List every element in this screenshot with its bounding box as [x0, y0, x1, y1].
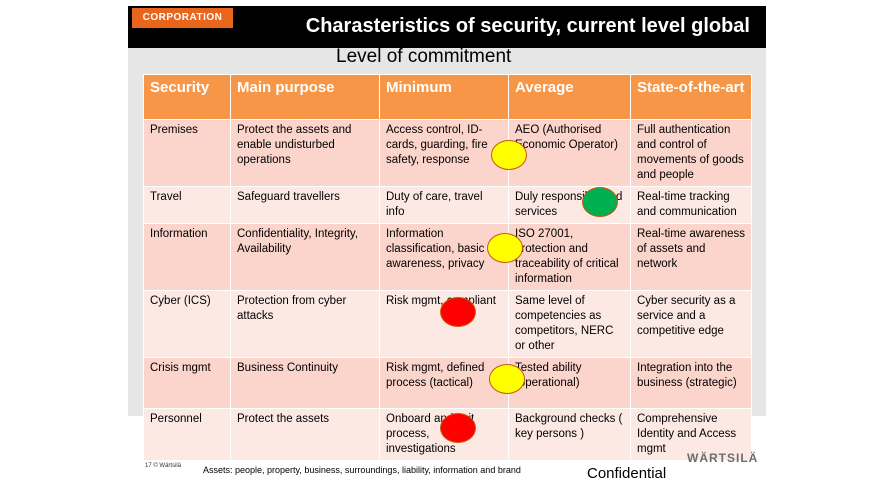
- cell-state-of-the-art: Real-time awareness of assets and networ…: [630, 223, 752, 291]
- wartsila-logo: WÄRTSILÄ: [687, 451, 759, 465]
- cell-minimum: Access control, ID-cards, guarding, fire…: [379, 119, 509, 187]
- level-indicator-crisis: [489, 364, 525, 394]
- cell-security: Premises: [143, 119, 231, 187]
- table-row: Cyber (ICS) Protection from cyber attack…: [143, 290, 752, 358]
- header-average: Average: [508, 74, 631, 120]
- cell-average: AEO (Authorised Economic Operator): [508, 119, 631, 187]
- header-state-of-the-art: State-of-the-art: [630, 74, 752, 120]
- title-bar: CORPORATION Charasteristics of security,…: [128, 6, 766, 48]
- brand-badge: CORPORATION: [132, 8, 233, 28]
- page-number: 17 © Wärtsilä: [145, 463, 182, 469]
- cell-purpose: Safeguard travellers: [230, 186, 380, 224]
- header-minimum: Minimum: [379, 74, 509, 120]
- table-row: Travel Safeguard travellers Duty of care…: [143, 186, 752, 224]
- cell-average: ISO 27001, protection and traceability o…: [508, 223, 631, 291]
- level-indicator-information: [487, 233, 523, 263]
- cell-minimum: Risk mgmt, defined process (tactical): [379, 357, 509, 409]
- slide-subtitle: Level of commitment: [336, 46, 512, 67]
- header-main-purpose: Main purpose: [230, 74, 380, 120]
- cell-minimum: Duty of care, travel info: [379, 186, 509, 224]
- table-row: Premises Protect the assets and enable u…: [143, 119, 752, 187]
- slide-title: Charasteristics of security, current lev…: [305, 15, 750, 37]
- footnote: Assets: people, property, business, surr…: [203, 465, 521, 475]
- security-table: Security Main purpose Minimum Average St…: [143, 74, 752, 461]
- cell-security: Information: [143, 223, 231, 291]
- cell-purpose: Protection from cyber attacks: [230, 290, 380, 358]
- cell-purpose: Protect the assets and enable undisturbe…: [230, 119, 380, 187]
- header-security: Security: [143, 74, 231, 120]
- cell-purpose: Protect the assets: [230, 408, 380, 461]
- level-indicator-travel: [582, 187, 618, 217]
- level-indicator-cyber: [440, 297, 476, 327]
- cell-purpose: Business Continuity: [230, 357, 380, 409]
- cell-minimum: Risk mgmt, compliant: [379, 290, 509, 358]
- table-row: Information Confidentiality, Integrity, …: [143, 223, 752, 291]
- cell-purpose: Confidentiality, Integrity, Availability: [230, 223, 380, 291]
- cell-state-of-the-art: Comprehensive Identity and Access mgmt: [630, 408, 752, 461]
- confidential-label: Confidential: [587, 465, 667, 482]
- cell-state-of-the-art: Real-time tracking and communication: [630, 186, 752, 224]
- cell-average: Same level of competencies as competitor…: [508, 290, 631, 358]
- cell-security: Crisis mgmt: [143, 357, 231, 409]
- cell-average: Tested ability (operational): [508, 357, 631, 409]
- level-indicator-personnel: [440, 413, 476, 443]
- cell-average: Background checks ( key persons ): [508, 408, 631, 461]
- cell-minimum: Information classification, basic awaren…: [379, 223, 509, 291]
- table-header-row: Security Main purpose Minimum Average St…: [143, 74, 752, 120]
- cell-security: Travel: [143, 186, 231, 224]
- level-indicator-premises: [491, 140, 527, 170]
- table-row: Crisis mgmt Business Continuity Risk mgm…: [143, 357, 752, 409]
- cell-state-of-the-art: Integration into the business (strategic…: [630, 357, 752, 409]
- cell-state-of-the-art: Cyber security as a service and a compet…: [630, 290, 752, 358]
- cell-security: Personnel: [143, 408, 231, 461]
- cell-state-of-the-art: Full authentication and control of movem…: [630, 119, 752, 187]
- cell-security: Cyber (ICS): [143, 290, 231, 358]
